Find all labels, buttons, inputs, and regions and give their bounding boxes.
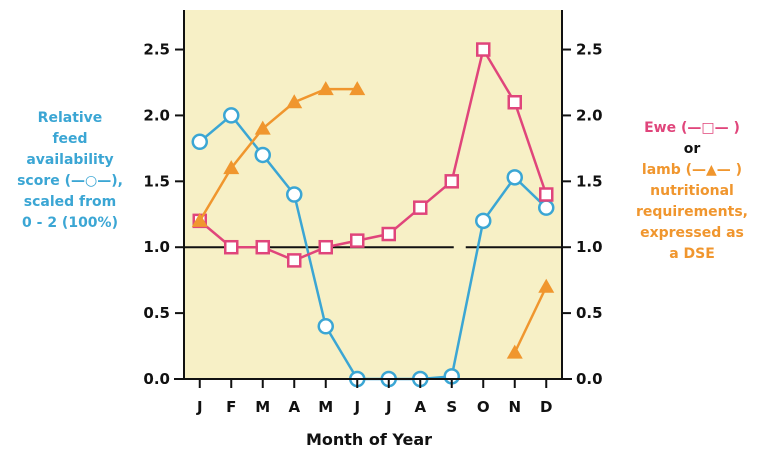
ewe-series-line xyxy=(482,48,516,103)
plot-background xyxy=(184,10,562,379)
x-tick-label: J xyxy=(385,398,392,416)
left-y-tick-label: 1.5 xyxy=(143,172,170,190)
ewe-point xyxy=(444,174,459,189)
lamb-point xyxy=(538,278,555,293)
left-note-line: 0 - 2 (100%) xyxy=(22,215,118,231)
x-tick-label: M xyxy=(255,398,270,416)
lamb-legend-label: lamb (—▲— ) nutritional requirements, expre… xyxy=(618,160,766,265)
right-y-tick-label: 2.5 xyxy=(576,41,603,59)
ewe-point xyxy=(381,226,396,242)
ewe-point xyxy=(224,239,239,255)
feed-point xyxy=(317,318,334,335)
x-tick-label: O xyxy=(477,398,490,416)
left-note-line: Relative xyxy=(37,110,103,126)
lamb-note-line: a DSE xyxy=(669,246,715,262)
lamb-series-line xyxy=(198,87,358,222)
left-y-tick-label: 1.0 xyxy=(143,238,170,256)
ewe-point xyxy=(318,239,333,255)
lamb-point xyxy=(286,94,303,109)
lamb-point xyxy=(317,81,334,96)
left-y-tick-label: 2.0 xyxy=(143,106,170,124)
right-axis-description: Ewe (—□— ) or lamb (—▲— ) nutritional requ… xyxy=(618,118,766,265)
x-tick-label: A xyxy=(414,398,426,416)
lamb-series-line xyxy=(513,286,548,354)
left-y-tick-label: 2.5 xyxy=(143,41,170,59)
x-tick-label: S xyxy=(446,398,457,416)
feed-point xyxy=(223,107,240,124)
x-tick-label: A xyxy=(288,398,300,416)
ewe-series-line xyxy=(198,49,485,262)
left-note-line: feed xyxy=(52,131,88,147)
x-tick-label: D xyxy=(540,398,552,416)
right-y-tick-label: 2.0 xyxy=(576,106,603,124)
x-tick-label: F xyxy=(226,398,236,416)
feed-point xyxy=(475,212,492,230)
left-y-tick-label: 0.0 xyxy=(143,370,170,388)
ewe-series-line xyxy=(513,101,548,195)
left-note-line: availability xyxy=(26,152,114,168)
left-note-line: scaled from xyxy=(23,194,117,210)
feed-point xyxy=(538,199,555,216)
or-label: or xyxy=(683,141,701,157)
lamb-point xyxy=(506,344,523,359)
lamb-note-line: lamb (—▲— ) xyxy=(641,162,743,178)
lamb-note-line: requirements, xyxy=(636,204,748,220)
x-tick-label: J xyxy=(353,398,360,416)
lamb-note-line: nutritional xyxy=(650,183,734,199)
ewe-point xyxy=(350,233,365,248)
lamb-series xyxy=(191,81,555,359)
x-tick-label: M xyxy=(318,398,333,416)
ewe-point xyxy=(413,200,428,215)
right-y-tick-label: 1.5 xyxy=(576,172,603,190)
feed-series xyxy=(191,107,555,388)
ewe-point xyxy=(507,95,522,110)
right-y-tick-label: 1.0 xyxy=(576,238,603,256)
right-y-tick-label: 0.5 xyxy=(576,304,603,322)
left-note-line: score (—○—), xyxy=(17,173,123,189)
lamb-point xyxy=(191,212,208,227)
x-axis-title: Month of Year xyxy=(306,430,432,449)
ewe-point xyxy=(255,239,270,255)
lamb-note-line: expressed as xyxy=(640,225,744,241)
left-y-tick-label: 0.5 xyxy=(143,304,170,322)
ewe-point xyxy=(476,42,491,57)
ewe-legend-label: Ewe (—□— ) xyxy=(644,120,740,136)
ewe-point xyxy=(287,253,302,268)
x-tick-label: N xyxy=(508,398,521,416)
feed-point xyxy=(506,169,523,186)
lamb-point xyxy=(223,160,240,175)
feed-point xyxy=(286,186,303,203)
feed-series-line xyxy=(450,175,548,377)
feed-point xyxy=(254,146,271,164)
right-y-tick-label: 0.0 xyxy=(576,370,603,388)
lamb-point xyxy=(349,81,366,96)
lamb-point xyxy=(254,120,271,135)
feed-point xyxy=(191,133,208,151)
x-tick-label: J xyxy=(196,398,203,416)
ewe-point xyxy=(539,187,554,202)
left-axis-description: Relative feed availability score (—○—), scal… xyxy=(6,108,134,234)
